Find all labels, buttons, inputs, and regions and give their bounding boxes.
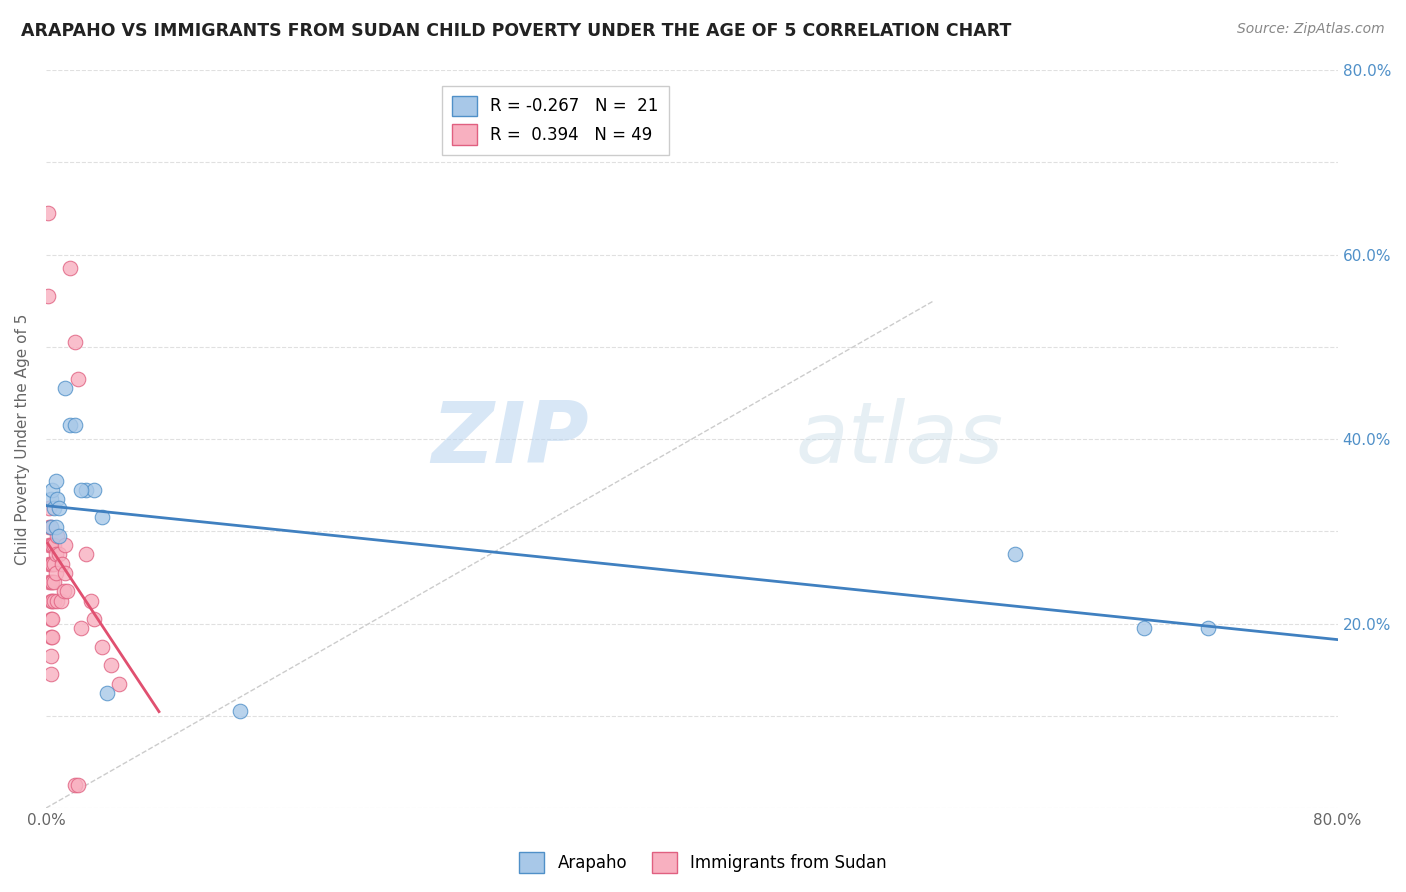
Point (48, 529, 70, 543)
Point (39, 519, 62, 533)
Point (67, 778, 90, 792)
Point (228, 704, 250, 718)
Point (39, 575, 62, 590)
Point (37, 206, 59, 220)
Point (41, 483, 63, 497)
Point (39, 631, 62, 645)
Point (1004, 548, 1026, 562)
Point (49, 593, 72, 607)
Point (45, 548, 67, 562)
Point (38, 501, 60, 516)
Text: Source: ZipAtlas.com: Source: ZipAtlas.com (1237, 22, 1385, 37)
Point (48, 501, 70, 516)
Point (39, 667, 62, 681)
Point (39, 491, 62, 506)
Point (41, 593, 63, 607)
Point (39, 648, 62, 663)
Point (63, 335, 86, 350)
Point (91, 640, 114, 654)
Point (100, 658, 122, 673)
Point (41, 538, 63, 552)
Point (45, 566, 67, 580)
Point (91, 510, 114, 524)
Point (42, 575, 65, 590)
Point (53, 381, 76, 395)
Point (46, 491, 69, 506)
Point (1198, 621, 1220, 635)
Point (38, 538, 60, 552)
Point (41, 557, 63, 571)
Point (83, 612, 105, 626)
Point (42, 501, 65, 516)
Point (1133, 621, 1156, 635)
Point (53, 538, 76, 552)
Point (70, 621, 93, 635)
Text: ZIP: ZIP (430, 398, 589, 481)
Point (46, 529, 69, 543)
Point (45, 474, 67, 488)
Point (96, 686, 118, 700)
Point (56, 584, 79, 599)
Point (59, 418, 82, 433)
Point (45, 519, 67, 533)
Point (39, 557, 62, 571)
Point (39, 612, 62, 626)
Point (51, 557, 73, 571)
Point (39, 593, 62, 607)
Point (53, 566, 76, 580)
Y-axis label: Child Poverty Under the Age of 5: Child Poverty Under the Age of 5 (15, 313, 30, 565)
Legend: Arapaho, Immigrants from Sudan: Arapaho, Immigrants from Sudan (512, 846, 894, 880)
Point (83, 483, 105, 497)
Point (39, 519, 62, 533)
Point (41, 612, 63, 626)
Legend: R = -0.267   N =  21, R =  0.394   N = 49: R = -0.267 N = 21, R = 0.394 N = 49 (441, 86, 668, 155)
Point (41, 631, 63, 645)
Point (75, 483, 97, 497)
Point (38, 519, 60, 533)
Point (39, 538, 62, 552)
Text: atlas: atlas (796, 398, 1002, 481)
Point (38, 557, 60, 571)
Point (59, 261, 82, 276)
Point (42, 557, 65, 571)
Text: ARAPAHO VS IMMIGRANTS FROM SUDAN CHILD POVERTY UNDER THE AGE OF 5 CORRELATION CH: ARAPAHO VS IMMIGRANTS FROM SUDAN CHILD P… (21, 22, 1011, 40)
Point (48, 548, 70, 562)
Point (67, 372, 90, 386)
Point (42, 593, 65, 607)
Point (63, 778, 86, 792)
Point (70, 483, 93, 497)
Point (52, 584, 75, 599)
Point (37, 289, 59, 303)
Point (63, 418, 86, 433)
Point (107, 676, 129, 690)
Point (75, 548, 97, 562)
Point (46, 593, 69, 607)
Point (42, 538, 65, 552)
Point (38, 575, 60, 590)
Point (41, 575, 63, 590)
Point (80, 593, 103, 607)
